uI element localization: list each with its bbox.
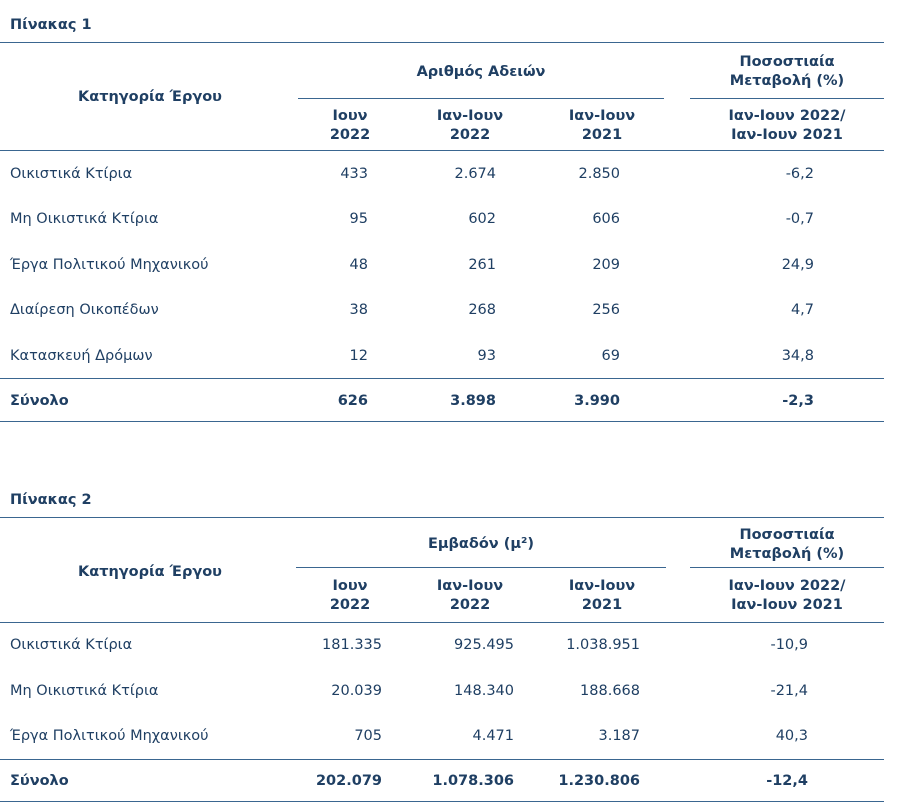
table-1-sub1-line2: 2022: [329, 127, 371, 143]
table-1-group-header: Αριθμός Αδειών: [416, 64, 546, 80]
table-2-total-rule: [0, 759, 884, 760]
table-total-cell: 626: [337, 393, 368, 409]
table-2-group-rule: [296, 567, 666, 568]
table-2-sub2-line2: 2022: [449, 597, 491, 613]
table-2-sub1-line2: 2022: [329, 597, 371, 613]
table-cell: 256: [592, 302, 620, 318]
table-1-sub3-line2: 2021: [581, 127, 623, 143]
table-row-label: Έργα Πολιτικού Μηχανικού: [10, 257, 209, 273]
table-1-top-rule: [0, 42, 884, 43]
table-total-cell: 1.230.806: [558, 773, 640, 789]
table-row-label: Οικιστικά Κτίρια: [10, 637, 133, 653]
table-1-sub4-line2: Ιαν-Ιουν 2021: [731, 127, 843, 143]
table-cell: 2.674: [454, 166, 496, 182]
table-1-sub2-line2: 2022: [449, 127, 491, 143]
table-2-category-header: Κατηγορία Έργου: [78, 564, 222, 580]
table-cell: 433: [340, 166, 368, 182]
table-cell: 20.039: [331, 683, 382, 699]
table-1-bottom-rule: [0, 421, 884, 422]
table-row-label: Διαίρεση Οικοπέδων: [10, 302, 159, 318]
table-2-group-header: Εμβαδόν (μ²): [427, 536, 535, 552]
table-cell: 705: [354, 728, 382, 744]
table-total-cell: 1.078.306: [432, 773, 514, 789]
table-cell: 261: [468, 257, 496, 273]
table-row-label: Οικιστικά Κτίρια: [10, 166, 133, 182]
table-cell: -10,9: [770, 637, 808, 653]
table-1-title: Πίνακας 1: [10, 17, 92, 33]
table-total-cell: 202.079: [315, 773, 382, 789]
table-cell: 34,8: [781, 348, 814, 364]
table-row-label: Μη Οικιστικά Κτίρια: [10, 683, 159, 699]
table-row-label: Κατασκευή Δρόμων: [10, 348, 153, 364]
table-cell: 188.668: [580, 683, 640, 699]
table-total-label: Σύνολο: [10, 393, 69, 409]
table-total-cell: 3.990: [574, 393, 620, 409]
table-1-change-rule: [690, 98, 884, 99]
table-1-category-header: Κατηγορία Έργου: [78, 89, 222, 105]
table-1-change-header-line1: Ποσοστιαία: [739, 54, 835, 70]
table-2-sub4-line2: Ιαν-Ιουν 2021: [731, 597, 843, 613]
table-cell: -21,4: [770, 683, 808, 699]
table-cell: 2.850: [578, 166, 620, 182]
table-cell: 4,7: [790, 302, 814, 318]
table-total-cell: -2,3: [782, 393, 814, 409]
table-cell: 69: [601, 348, 620, 364]
table-2-change-rule: [690, 567, 884, 568]
table-cell: 606: [592, 211, 620, 227]
table-2-header-rule: [0, 622, 884, 623]
table-cell: 602: [468, 211, 496, 227]
table-row-label: Μη Οικιστικά Κτίρια: [10, 211, 159, 227]
table-cell: 209: [592, 257, 620, 273]
table-2-top-rule: [0, 517, 884, 518]
table-2-title: Πίνακας 2: [10, 492, 92, 508]
table-cell: 148.340: [454, 683, 514, 699]
table-1-group-rule: [298, 98, 664, 99]
table-1-sub3-line1: Ιαν-Ιουν: [568, 108, 636, 124]
table-2-sub3-line1: Ιαν-Ιουν: [568, 578, 636, 594]
table-cell: 40,3: [775, 728, 808, 744]
table-1-sub1-line1: Ιουν: [332, 108, 368, 124]
table-total-cell: -12,4: [766, 773, 808, 789]
table-2-change-header-line2: Μεταβολή (%): [729, 546, 845, 562]
table-cell: 925.495: [454, 637, 514, 653]
table-cell: 181.335: [322, 637, 382, 653]
table-2-sub2-line1: Ιαν-Ιουν: [436, 578, 504, 594]
table-2-sub1-line1: Ιουν: [332, 578, 368, 594]
table-cell: 1.038.951: [566, 637, 640, 653]
table-cell: 24,9: [781, 257, 814, 273]
table-cell: 268: [468, 302, 496, 318]
table-cell: 93: [477, 348, 496, 364]
table-total-cell: 3.898: [450, 393, 496, 409]
table-total-label: Σύνολο: [10, 773, 69, 789]
table-1-sub2-line1: Ιαν-Ιουν: [436, 108, 504, 124]
table-2-sub4-line1: Ιαν-Ιουν 2022/: [728, 578, 846, 594]
table-2-change-header-line1: Ποσοστιαία: [739, 527, 835, 543]
table-row-label: Έργα Πολιτικού Μηχανικού: [10, 728, 209, 744]
table-cell: 3.187: [598, 728, 640, 744]
table-2-sub3-line2: 2021: [581, 597, 623, 613]
table-cell: 48: [349, 257, 368, 273]
table-cell: 38: [349, 302, 368, 318]
table-1-sub4-line1: Ιαν-Ιουν 2022/: [728, 108, 846, 124]
table-1-header-rule: [0, 150, 884, 151]
table-cell: 4.471: [472, 728, 514, 744]
table-2-bottom-rule: [0, 801, 884, 802]
table-cell: 12: [349, 348, 368, 364]
table-cell: 95: [349, 211, 368, 227]
table-cell: -6,2: [785, 166, 814, 182]
table-cell: -0,7: [785, 211, 814, 227]
table-1-change-header-line2: Μεταβολή (%): [729, 73, 845, 89]
table-1-total-rule: [0, 378, 884, 379]
